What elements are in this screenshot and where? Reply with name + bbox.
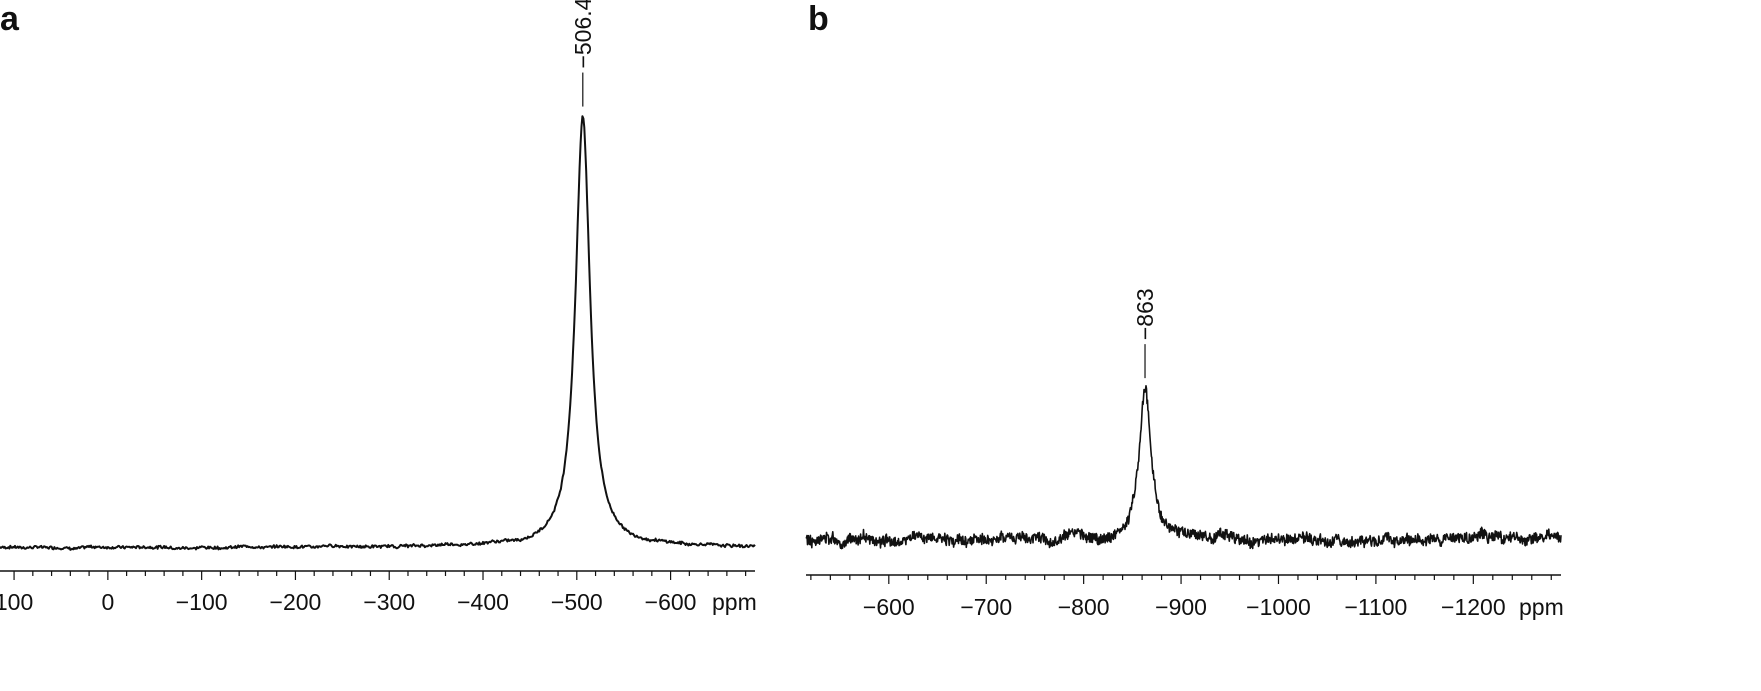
x-tick-label: −800 xyxy=(1058,594,1110,620)
panel-b-ticks xyxy=(810,575,1552,584)
x-tick-label: −600 xyxy=(645,589,697,615)
x-tick-label: −100 xyxy=(176,589,228,615)
panel-a-tick-labels: 100 0 −100 −200 −300 −400 −500 −600 xyxy=(0,589,696,615)
panel-a: a 100 0 −100 −200 −300 −400 −500 −600 ppm −506.… xyxy=(0,0,757,615)
peak-label: −506.4 xyxy=(570,0,596,69)
panel-a-ticks xyxy=(13,571,747,580)
x-tick-label: −700 xyxy=(960,594,1012,620)
panel-b-peak-annotations: −863 xyxy=(1132,288,1158,379)
panel-b-spectrum-line xyxy=(805,385,1562,550)
x-tick-label: −400 xyxy=(457,589,509,615)
x-tick-label: 0 xyxy=(101,589,114,615)
panel-a-x-unit: ppm xyxy=(712,589,757,615)
x-tick-label: 100 xyxy=(0,589,33,615)
panel-a-peak-annotations: −506.4 xyxy=(570,0,596,107)
x-tick-label: −200 xyxy=(270,589,322,615)
panel-a-spectrum-line xyxy=(0,115,756,551)
panel-b-tick-labels: −600 −700 −800 −900 −1000 −1100 −1200 xyxy=(863,594,1506,620)
x-tick-label: −600 xyxy=(863,594,915,620)
panel-b-x-unit: ppm xyxy=(1519,594,1564,620)
x-tick-label: −1000 xyxy=(1246,594,1311,620)
x-tick-label: −1200 xyxy=(1441,594,1506,620)
x-tick-label: −500 xyxy=(551,589,603,615)
x-tick-label: −1100 xyxy=(1344,594,1407,620)
panel-b: b −600 −700 −800 −900 −1000 −1100 −1200 ppm −8… xyxy=(805,0,1564,620)
x-tick-label: −900 xyxy=(1155,594,1207,620)
panel-b-letter: b xyxy=(808,0,829,38)
panel-a-letter: a xyxy=(0,0,20,38)
peak-label: −863 xyxy=(1132,288,1158,340)
x-tick-label: −300 xyxy=(363,589,415,615)
